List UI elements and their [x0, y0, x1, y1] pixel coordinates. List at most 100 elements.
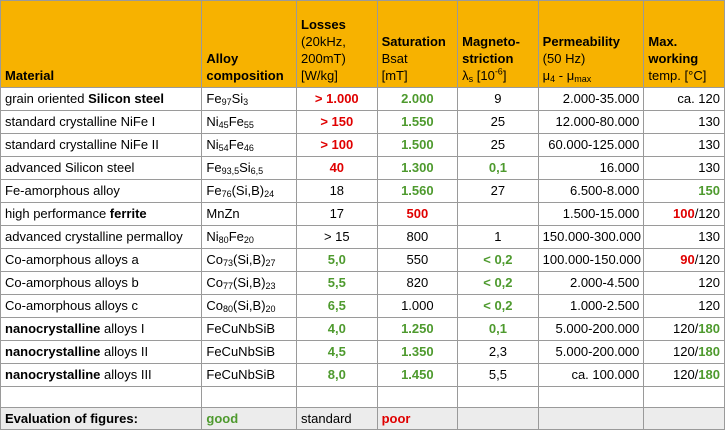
alloy-composition-cell: MnZn — [201, 202, 298, 226]
table-row: Co-amorphous alloys a Co73(Si,B)27 5,0 550 <… — [0, 248, 725, 272]
saturation-cell: 1.550 — [376, 110, 459, 134]
max-temp-cell: 100/120 — [643, 202, 725, 226]
material-cell: advanced Silicon steel — [0, 156, 203, 180]
losses-cell: 5,0 — [296, 248, 378, 272]
permeability-cell: 12.000-80.000 — [537, 110, 645, 134]
evaluation-poor: poor — [376, 407, 459, 430]
header-max-working-temp: Max. working temp. [°C] — [643, 0, 725, 88]
permeability-cell: 6.500-8.000 — [537, 179, 645, 203]
saturation-cell: 820 — [376, 271, 459, 295]
evaluation-empty — [537, 407, 645, 430]
material-cell: standard crystalline NiFe I — [0, 110, 203, 134]
saturation-cell: 550 — [376, 248, 459, 272]
alloy-composition-cell: Ni54Fe46 — [201, 133, 298, 157]
material-cell: grain oriented Silicon steel — [0, 87, 203, 111]
magnetostriction-cell: 1 — [457, 225, 539, 249]
permeability-cell: ca. 100.000 — [537, 363, 645, 387]
alloy-composition-cell: Ni45Fe55 — [201, 110, 298, 134]
max-temp-cell: 120 — [643, 271, 725, 295]
spacer-cell — [537, 386, 645, 408]
spacer-cell — [201, 386, 298, 408]
max-temp-cell: 120/180 — [643, 363, 725, 387]
max-temp-cell: 90/120 — [643, 248, 725, 272]
table-row: nanocrystalline alloys III FeCuNbSiB 8,0 1.… — [0, 363, 725, 387]
max-temp-cell: 130 — [643, 110, 725, 134]
material-cell: nanocrystalline alloys II — [0, 340, 203, 364]
saturation-cell: 1.350 — [376, 340, 459, 364]
material-cell: nanocrystalline alloys III — [0, 363, 203, 387]
table-row: standard crystalline NiFe I Ni45Fe55 > 150… — [0, 110, 725, 134]
evaluation-empty — [643, 407, 725, 430]
losses-cell: 4,5 — [296, 340, 378, 364]
losses-cell: 6,5 — [296, 294, 378, 318]
alloy-composition-cell: Co80(Si,B)20 — [201, 294, 298, 318]
magnetostriction-cell: 25 — [457, 110, 539, 134]
alloy-composition-cell: FeCuNbSiB — [201, 340, 298, 364]
table-row: advanced crystalline permalloy Ni80Fe20 > … — [0, 225, 725, 249]
spacer-cell — [376, 386, 459, 408]
alloy-composition-cell: FeCuNbSiB — [201, 363, 298, 387]
magnetostriction-cell: 27 — [457, 179, 539, 203]
max-temp-cell: 150 — [643, 179, 725, 203]
table-row: Co-amorphous alloys b Co77(Si,B)23 5,5 820 <… — [0, 271, 725, 295]
max-temp-cell: 130 — [643, 156, 725, 180]
saturation-cell: 1.300 — [376, 156, 459, 180]
header-alloy-composition: Alloy composition — [201, 0, 298, 88]
max-temp-cell: ca. 120 — [643, 87, 725, 111]
permeability-cell: 2.000-35.000 — [537, 87, 645, 111]
saturation-cell: 2.000 — [376, 87, 459, 111]
max-temp-cell: 120 — [643, 294, 725, 318]
permeability-cell: 60.000-125.000 — [537, 133, 645, 157]
permeability-cell: 16.000 — [537, 156, 645, 180]
magnetostriction-cell: 0,1 — [457, 156, 539, 180]
saturation-cell: 1.000 — [376, 294, 459, 318]
magnetostriction-cell: < 0,2 — [457, 248, 539, 272]
material-cell: nanocrystalline alloys I — [0, 317, 203, 341]
table-row: nanocrystalline alloys I FeCuNbSiB 4,0 1.25… — [0, 317, 725, 341]
table-row: advanced Silicon steel Fe93,5Si6,5 40 1.300… — [0, 156, 725, 180]
magnetostriction-cell: 2,3 — [457, 340, 539, 364]
max-temp-cell: 120/180 — [643, 317, 725, 341]
max-temp-cell: 130 — [643, 225, 725, 249]
header-permeability: Permeability (50 Hz) μ4 - μmax — [537, 0, 645, 88]
saturation-cell: 1.250 — [376, 317, 459, 341]
losses-cell: 40 — [296, 156, 378, 180]
material-cell: Fe-amorphous alloy — [0, 179, 203, 203]
header-saturation: Saturation Bsat [mT] — [376, 0, 459, 88]
table-row: nanocrystalline alloys II FeCuNbSiB 4,5 1.3… — [0, 340, 725, 364]
material-cell: Co-amorphous alloys a — [0, 248, 203, 272]
material-cell: Co-amorphous alloys b — [0, 271, 203, 295]
evaluation-good: good — [201, 407, 298, 430]
saturation-cell: 1.560 — [376, 179, 459, 203]
losses-cell: > 150 — [296, 110, 378, 134]
alloy-composition-cell: Co73(Si,B)27 — [201, 248, 298, 272]
magnetostriction-cell: 25 — [457, 133, 539, 157]
losses-cell: > 15 — [296, 225, 378, 249]
magnetostriction-cell: 5,5 — [457, 363, 539, 387]
spacer-cell — [457, 386, 539, 408]
spacer-row — [0, 386, 725, 408]
evaluation-row: Evaluation of figures: good standard poor — [0, 407, 725, 430]
losses-cell: 18 — [296, 179, 378, 203]
permeability-cell: 2.000-4.500 — [537, 271, 645, 295]
alloy-composition-cell: Co77(Si,B)23 — [201, 271, 298, 295]
evaluation-label: Evaluation of figures: — [0, 407, 203, 430]
header-magnetostriction: Magneto-striction λs [10-6] — [457, 0, 539, 88]
material-cell: Co-amorphous alloys c — [0, 294, 203, 318]
table-row: Fe-amorphous alloy Fe76(Si,B)24 18 1.560 27 6… — [0, 179, 725, 203]
losses-cell: 5,5 — [296, 271, 378, 295]
losses-cell: 8,0 — [296, 363, 378, 387]
permeability-cell: 5.000-200.000 — [537, 317, 645, 341]
permeability-cell: 150.000-300.000 — [537, 225, 645, 249]
spacer-cell — [0, 386, 203, 408]
saturation-cell: 1.500 — [376, 133, 459, 157]
alloy-composition-cell: Fe97Si3 — [201, 87, 298, 111]
alloy-composition-cell: Fe76(Si,B)24 — [201, 179, 298, 203]
spacer-cell — [643, 386, 725, 408]
spacer-cell — [296, 386, 378, 408]
magnetostriction-cell — [457, 202, 539, 226]
saturation-cell: 800 — [376, 225, 459, 249]
losses-cell: > 100 — [296, 133, 378, 157]
permeability-cell: 1.500-15.000 — [537, 202, 645, 226]
